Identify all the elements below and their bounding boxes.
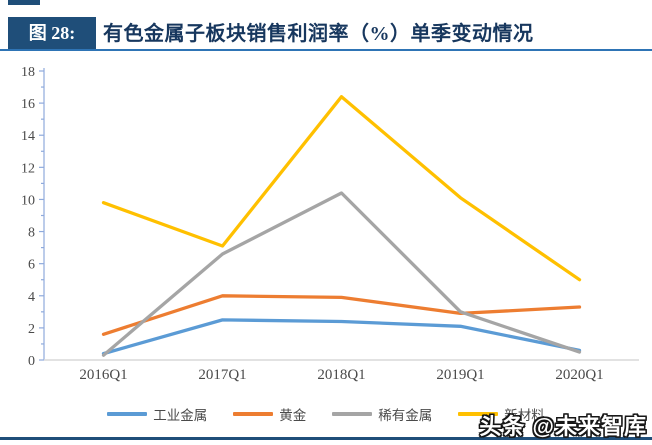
crop-artifact-bar: [8, 0, 40, 5]
series-line-2: [101, 191, 582, 357]
bottom-border-bar: [0, 437, 652, 440]
legend-line-swatch: [332, 412, 373, 416]
legend-item-2: 稀有金属: [332, 404, 432, 424]
legend-item-1: 黄金: [233, 404, 306, 424]
x-axis-tick-label: 2020Q1: [555, 367, 603, 383]
legend-line-swatch: [458, 412, 499, 416]
y-axis-tick-label: 12: [21, 161, 35, 176]
figure-title: 有色金属子板块销售利润率（%）单季变动情况: [103, 23, 534, 45]
y-axis-tick-label: 18: [21, 65, 35, 80]
x-axis-tick-label: 2019Q1: [436, 367, 484, 383]
chart-legend: 工业金属 黄金 稀有金属 新材料: [0, 403, 652, 425]
legend-line-swatch: [233, 412, 274, 416]
y-axis-tick-label: 2: [28, 322, 35, 337]
y-axis-tick-label: 4: [28, 290, 35, 305]
legend-item-0: 工业金属: [107, 404, 207, 424]
line-chart: 0 2 4 6 8 10 12 14 16 18 2016Q1 2017Q1 2018Q1 2019Q1 2…: [21, 65, 639, 383]
y-axis-tick-label: 0: [28, 354, 35, 369]
figure-number-badge: 图 28:: [8, 17, 96, 50]
y-axis-tick-label: 8: [28, 226, 35, 241]
y-axis-tick-label: 10: [21, 193, 35, 208]
x-axis-tick-label: 2016Q1: [79, 367, 127, 383]
figure-number-label: 图 28:: [28, 23, 76, 43]
legend-item-3: 新材料: [458, 404, 545, 424]
series-line-3: [101, 95, 582, 282]
x-axis-tick-label: 2018Q1: [317, 367, 365, 383]
legend-label: 稀有金属: [378, 408, 433, 423]
y-axis-tick-label: 16: [21, 97, 35, 112]
x-axis-tick-label: 2017Q1: [198, 367, 246, 383]
legend-line-swatch: [107, 412, 148, 416]
legend-label: 新材料: [504, 408, 545, 423]
header-divider: [0, 49, 652, 51]
watermark: 头条 @未来智库: [479, 414, 647, 439]
series-line-0: [101, 318, 582, 356]
legend-label: 黄金: [279, 408, 307, 423]
legend-label: 工业金属: [153, 408, 208, 423]
series-line-1: [101, 294, 582, 336]
y-axis-tick-label: 6: [28, 258, 35, 273]
y-axis-tick-label: 14: [21, 129, 35, 144]
